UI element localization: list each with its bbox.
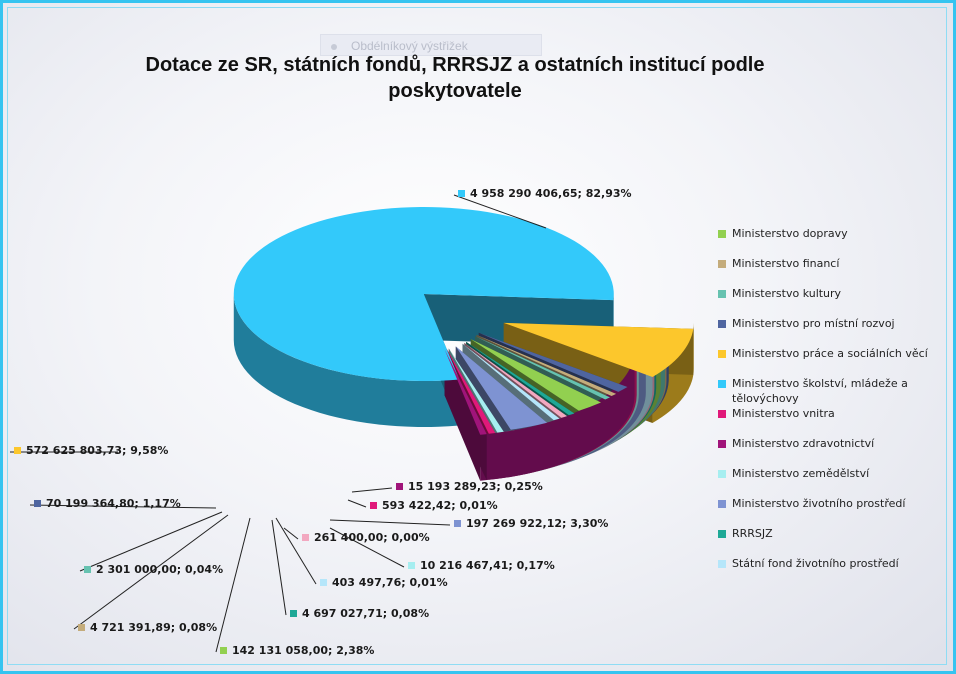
pie-slice <box>503 322 694 377</box>
pie-slice <box>478 332 628 392</box>
leader-line <box>329 519 451 526</box>
legend-item: Ministerstvo financí <box>718 256 928 271</box>
pie-slice <box>464 342 568 418</box>
chart-title: Dotace ze SR, státních fondů, RRRSJZ a o… <box>145 54 765 102</box>
ghost-tab-label: Obdélníkový výstřižek <box>351 39 468 53</box>
legend-swatch <box>718 530 726 538</box>
pie-slice <box>455 346 548 430</box>
legend-swatch <box>718 470 726 478</box>
leader-line <box>73 514 229 630</box>
data-label: 572 625 803,73; 9,58% <box>26 444 168 457</box>
legend-swatch <box>718 380 726 388</box>
pie-slice <box>476 334 617 397</box>
data-label-swatch <box>396 483 403 490</box>
data-label: 10 216 467,41; 0,17% <box>420 559 555 572</box>
legend-label: Státní fond životního prostředí <box>732 557 899 570</box>
legend-item: Ministerstvo pro místní rozvoj <box>718 316 928 331</box>
legend-swatch <box>718 320 726 328</box>
data-label-swatch <box>458 190 465 197</box>
leader-line <box>271 519 287 616</box>
pie-slice <box>444 349 487 435</box>
legend-label: Ministerstvo práce a sociálních věcí <box>732 347 928 360</box>
leader-line <box>329 527 405 568</box>
pie-slice <box>474 336 610 400</box>
data-label-swatch <box>370 502 377 509</box>
data-label: 593 422,42; 0,01% <box>382 499 498 512</box>
pie-slice <box>448 348 504 433</box>
legend-label: Ministerstvo pro místní rozvoj <box>732 317 895 330</box>
data-label: 4 697 027,71; 0,08% <box>302 607 429 620</box>
data-label-swatch <box>408 562 415 569</box>
pie-slice <box>462 343 560 421</box>
legend-label: RRRSJZ <box>732 527 773 540</box>
legend-item: RRRSJZ <box>718 526 928 541</box>
data-label-swatch <box>320 579 327 586</box>
pie-slice <box>466 341 575 416</box>
legend-label: Ministerstvo zdravotnictví <box>732 437 875 450</box>
data-label: 403 497,76; 0,01% <box>332 576 448 589</box>
legend-item: Ministerstvo zdravotnictví <box>718 436 928 451</box>
leader-line <box>79 511 223 572</box>
data-label-swatch <box>34 500 41 507</box>
legend-label: Ministerstvo zemědělství <box>732 467 870 480</box>
data-label: 261 400,00; 0,00% <box>314 531 430 544</box>
data-label-swatch <box>290 610 297 617</box>
legend-swatch <box>718 560 726 568</box>
pie-slice <box>233 207 614 382</box>
legend-label: Ministerstvo financí <box>732 257 840 270</box>
data-label-swatch <box>84 566 91 573</box>
legend-item: Ministerstvo školství, mládeže a tělovýc… <box>718 376 928 406</box>
data-label-swatch <box>78 624 85 631</box>
data-label: 4 958 290 406,65; 82,93% <box>470 187 632 200</box>
legend-item: Ministerstvo zemědělství <box>718 466 928 481</box>
pie-slice <box>446 348 496 434</box>
legend-label: Ministerstvo vnitra <box>732 407 835 420</box>
legend-swatch <box>718 410 726 418</box>
legend-swatch <box>718 290 726 298</box>
leader-line <box>453 194 547 229</box>
data-label: 2 301 000,00; 0,04% <box>96 563 223 576</box>
pie-slice-side <box>233 294 460 428</box>
leader-line <box>29 504 217 509</box>
leader-line <box>347 499 367 508</box>
legend-item: Ministerstvo životního prostředí <box>718 496 928 511</box>
pie-slice-side <box>480 349 635 481</box>
data-label: 15 193 289,23; 0,25% <box>408 480 543 493</box>
legend-swatch <box>718 230 726 238</box>
data-label: 142 131 058,00; 2,38% <box>232 644 374 657</box>
legend-label: Ministerstvo životního prostředí <box>732 497 906 510</box>
data-label: 4 721 391,89; 0,08% <box>90 621 217 634</box>
leader-line <box>275 517 317 585</box>
legend-item: Státní fond životního prostředí <box>718 556 928 571</box>
pie-slice <box>470 339 601 411</box>
data-label: 197 269 922,12; 3,30% <box>466 517 608 530</box>
leader-line <box>215 517 251 653</box>
legend-item: Ministerstvo vnitra <box>718 406 928 421</box>
pie-slice-wall <box>444 349 481 481</box>
legend-label: Ministerstvo dopravy <box>732 227 848 240</box>
data-label-swatch <box>454 520 461 527</box>
data-label-swatch <box>14 447 21 454</box>
data-label: 70 199 364,80; 1,17% <box>46 497 181 510</box>
legend-label: Ministerstvo kultury <box>732 287 842 300</box>
data-label-swatch <box>302 534 309 541</box>
legend-swatch <box>718 260 726 268</box>
data-label-swatch <box>220 647 227 654</box>
legend-item: Ministerstvo práce a sociálních věcí <box>718 346 928 361</box>
legend-swatch <box>718 440 726 448</box>
legend-swatch <box>718 350 726 358</box>
legend-item: Ministerstvo dopravy <box>718 226 928 241</box>
ghost-tab-icon <box>331 43 337 50</box>
snipping-tool-ghost-tab: Obdélníkový výstřižek <box>320 34 542 56</box>
legend-label: Ministerstvo školství, mládeže a tělovýc… <box>732 377 908 405</box>
leader-line <box>351 487 393 493</box>
legend-swatch <box>718 500 726 508</box>
legend-item: Ministerstvo kultury <box>718 286 928 301</box>
leader-line <box>283 527 299 540</box>
